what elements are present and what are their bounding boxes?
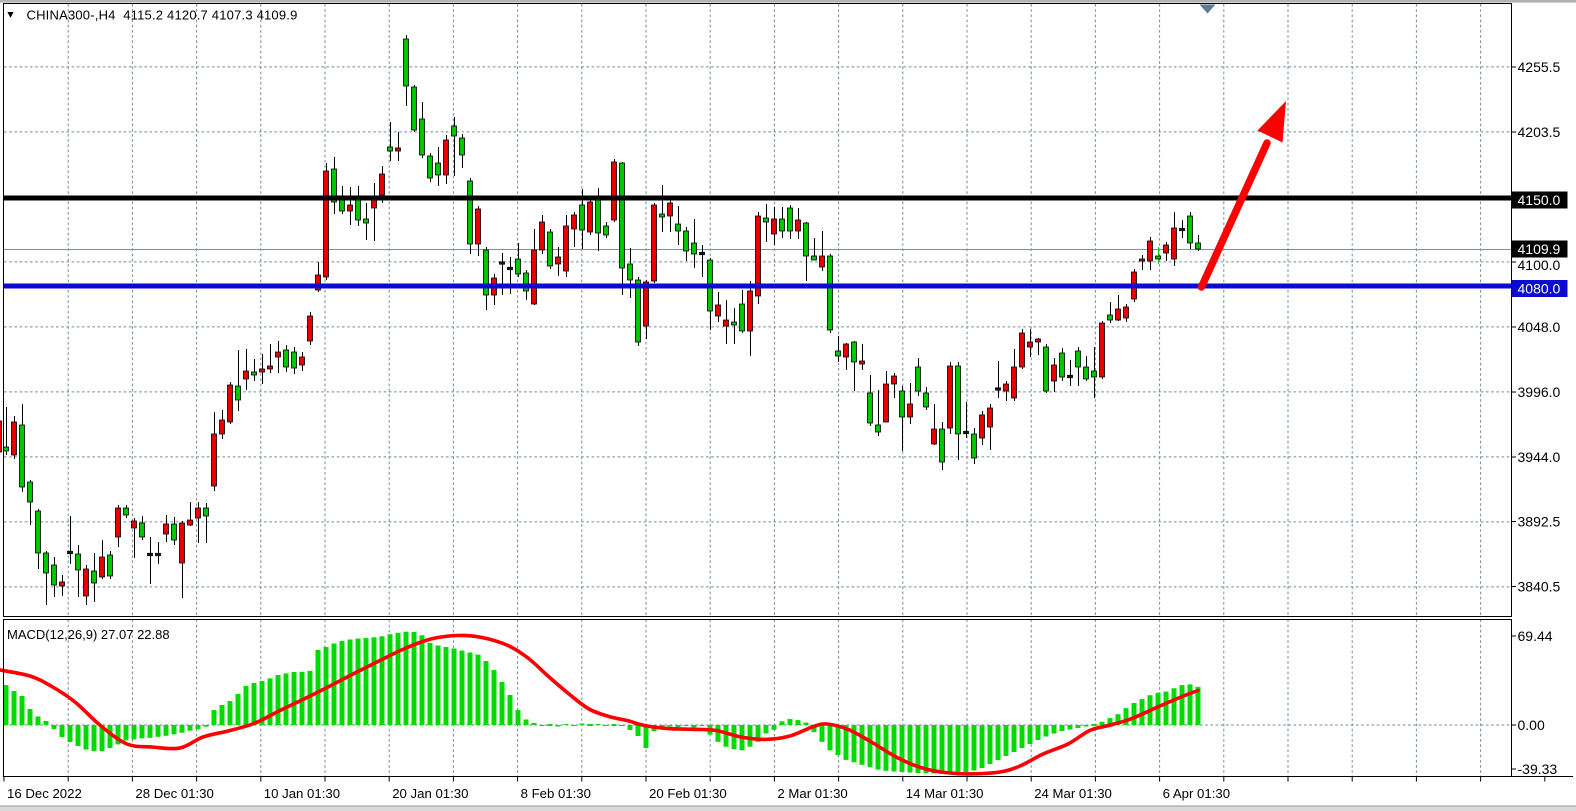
svg-text:69.44: 69.44 — [1518, 628, 1553, 644]
svg-text:6 Apr 01:30: 6 Apr 01:30 — [1163, 786, 1230, 801]
svg-text:CHINA300-,H4 4115.2 4120.7 41: CHINA300-,H4 4115.2 4120.7 4107.3 4109.9 — [27, 8, 298, 23]
svg-text:3996.0: 3996.0 — [1518, 384, 1561, 400]
svg-text:3944.0: 3944.0 — [1518, 449, 1561, 465]
svg-text:4150.0: 4150.0 — [1518, 192, 1561, 208]
svg-text:4048.0: 4048.0 — [1518, 319, 1561, 335]
svg-text:14 Mar 01:30: 14 Mar 01:30 — [906, 786, 984, 801]
svg-text:8 Feb 01:30: 8 Feb 01:30 — [521, 786, 591, 801]
svg-text:20 Feb 01:30: 20 Feb 01:30 — [649, 786, 727, 801]
svg-text:4080.0: 4080.0 — [1518, 281, 1561, 297]
svg-text:0.00: 0.00 — [1518, 717, 1545, 733]
svg-text:MACD(12,26,9) 27.07 22.88: MACD(12,26,9) 27.07 22.88 — [7, 627, 170, 642]
svg-text:4255.5: 4255.5 — [1518, 59, 1561, 75]
svg-text:4109.9: 4109.9 — [1518, 241, 1561, 257]
svg-text:28 Dec 01:30: 28 Dec 01:30 — [135, 786, 213, 801]
svg-text:3892.5: 3892.5 — [1518, 514, 1561, 530]
svg-text:-39.33: -39.33 — [1518, 761, 1558, 777]
svg-text:4203.5: 4203.5 — [1518, 124, 1561, 140]
svg-text:2 Mar 01:30: 2 Mar 01:30 — [777, 786, 847, 801]
svg-text:20 Jan 01:30: 20 Jan 01:30 — [392, 786, 468, 801]
svg-text:10 Jan 01:30: 10 Jan 01:30 — [264, 786, 340, 801]
svg-text:4100.0: 4100.0 — [1518, 257, 1561, 273]
svg-text:16 Dec 2022: 16 Dec 2022 — [7, 786, 82, 801]
svg-text:24 Mar 01:30: 24 Mar 01:30 — [1034, 786, 1112, 801]
svg-text:3840.5: 3840.5 — [1518, 579, 1561, 595]
